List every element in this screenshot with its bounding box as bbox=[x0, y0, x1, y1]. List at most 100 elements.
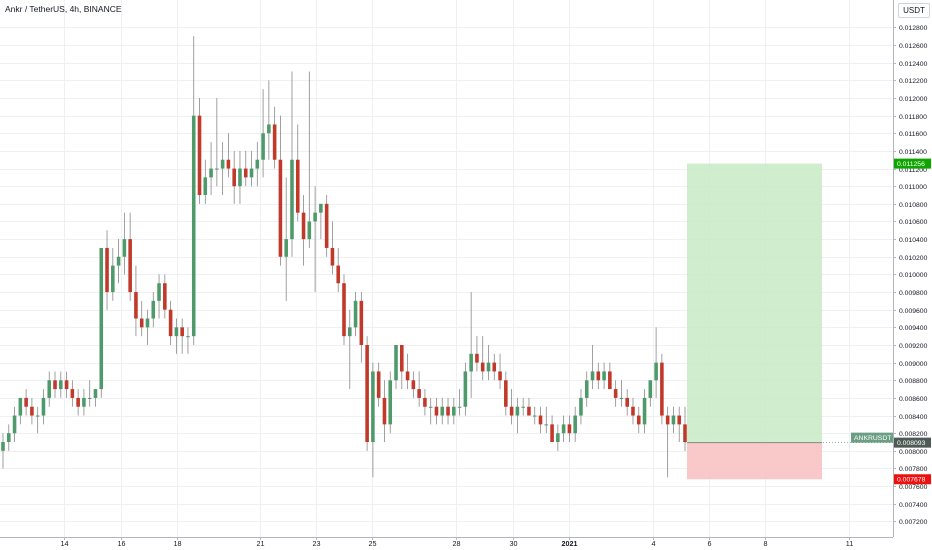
y-tick-label: 0.012000 bbox=[899, 96, 928, 103]
candle-body bbox=[457, 406, 462, 408]
candle-body bbox=[70, 389, 75, 398]
candle-body bbox=[527, 406, 531, 416]
y-tick-label: 0.008400 bbox=[899, 414, 928, 421]
candle-body bbox=[105, 247, 109, 293]
x-tick-label: 18 bbox=[174, 539, 182, 548]
candle-body bbox=[278, 159, 283, 257]
candle-body bbox=[561, 424, 566, 434]
candle-body bbox=[365, 344, 369, 443]
currency-unit-button[interactable]: USDT bbox=[898, 3, 930, 18]
candle-body bbox=[625, 397, 629, 407]
candle-body bbox=[405, 371, 410, 381]
y-tick-label: 0.009200 bbox=[899, 343, 928, 350]
candle-body bbox=[295, 159, 300, 213]
candle-body bbox=[12, 415, 17, 434]
candle-body bbox=[469, 353, 473, 372]
candle-body bbox=[30, 406, 34, 416]
candle-body bbox=[191, 115, 196, 337]
time-axis[interactable]: 14 16 18 21 23 25 28 30 2021 4 6 8 11 bbox=[0, 537, 893, 548]
candle-body bbox=[197, 115, 202, 196]
candle-body bbox=[411, 380, 416, 390]
candle-body bbox=[353, 300, 358, 328]
candle-body bbox=[515, 406, 520, 416]
price-axis[interactable]: 0.007200 0.007400 0.007600 0.007800 0.008000… bbox=[893, 0, 928, 537]
candle-body bbox=[608, 371, 612, 390]
candle-body bbox=[602, 371, 606, 381]
candle-body bbox=[521, 406, 525, 408]
candle-body bbox=[232, 168, 236, 187]
y-tick-label: 0.009800 bbox=[899, 290, 928, 297]
candle-body bbox=[504, 380, 508, 407]
candle-body bbox=[400, 344, 404, 372]
candlestick-series bbox=[1, 36, 687, 478]
candle-body bbox=[631, 406, 635, 416]
candle-body bbox=[342, 283, 346, 337]
candle-body bbox=[59, 380, 63, 390]
candle-body bbox=[394, 344, 398, 381]
y-tick-label: 0.010000 bbox=[899, 272, 928, 279]
candle-body bbox=[550, 424, 554, 443]
x-tick-label: 16 bbox=[118, 539, 126, 548]
candle-body bbox=[371, 371, 375, 443]
x-tick-label: 11 bbox=[846, 539, 853, 548]
x-tick-label: 28 bbox=[453, 539, 461, 548]
candle-body bbox=[313, 212, 317, 222]
y-tick-label: 0.012600 bbox=[899, 43, 928, 50]
candle-body bbox=[134, 292, 138, 319]
x-tick-label: 30 bbox=[510, 539, 518, 548]
candle-body bbox=[636, 415, 641, 425]
y-tick-label: 0.010600 bbox=[899, 219, 928, 226]
candle-body bbox=[93, 389, 98, 398]
last-price-tag-bg bbox=[894, 437, 931, 448]
profit-zone bbox=[687, 163, 822, 443]
candle-body bbox=[654, 362, 658, 381]
candle-body bbox=[538, 415, 543, 425]
y-tick-label: 0.009400 bbox=[899, 325, 928, 332]
candle-body bbox=[53, 380, 57, 390]
candle-body bbox=[243, 168, 248, 178]
y-tick-label: 0.012400 bbox=[899, 61, 928, 68]
candle-body bbox=[174, 327, 179, 337]
x-tick-label: 21 bbox=[257, 539, 265, 548]
candle-body bbox=[492, 362, 497, 372]
candle-body bbox=[613, 389, 618, 398]
y-tick-label: 0.007400 bbox=[899, 502, 928, 509]
candle-body bbox=[226, 159, 231, 169]
candle-body bbox=[376, 371, 381, 398]
candle-body bbox=[116, 256, 121, 266]
y-tick-label: 0.008600 bbox=[899, 396, 928, 403]
y-tick-label: 0.007600 bbox=[899, 484, 928, 491]
candle-body bbox=[596, 371, 601, 381]
x-tick-label: 25 bbox=[369, 539, 377, 548]
candle-body bbox=[619, 397, 624, 399]
x-tick-label: 4 bbox=[652, 539, 656, 548]
y-tick-label: 0.007200 bbox=[899, 519, 928, 526]
candle-body bbox=[47, 380, 52, 398]
candle-body bbox=[290, 159, 294, 240]
y-tick-label: 0.009600 bbox=[899, 308, 928, 315]
stop-loss-tag: 0.007678 bbox=[897, 477, 926, 484]
candle-body bbox=[671, 415, 676, 425]
candle-body bbox=[382, 397, 387, 425]
candle-body bbox=[573, 415, 577, 434]
candle-body bbox=[76, 397, 80, 407]
y-tick-label: 0.008200 bbox=[899, 431, 928, 438]
loss-zone bbox=[687, 442, 822, 480]
candle-body bbox=[532, 415, 537, 417]
candle-body bbox=[1, 442, 5, 451]
y-tick-label: 0.011400 bbox=[899, 149, 927, 156]
x-tick-label: 6 bbox=[708, 539, 712, 548]
price-tags: 0.011256 0.007678 0.008093 ANKRUSDT bbox=[685, 158, 931, 485]
y-tick-label: 0.010400 bbox=[899, 237, 928, 244]
y-tick-label: 0.011800 bbox=[899, 114, 927, 121]
candle-body bbox=[163, 283, 167, 310]
candle-body bbox=[330, 247, 335, 266]
candle-body bbox=[99, 247, 104, 390]
candle-body bbox=[509, 406, 514, 416]
position-zones bbox=[687, 163, 822, 480]
candle-body bbox=[151, 300, 156, 319]
candle-body bbox=[660, 362, 664, 416]
candle-body bbox=[683, 424, 687, 443]
y-tick-label: 0.011200 bbox=[899, 167, 927, 174]
